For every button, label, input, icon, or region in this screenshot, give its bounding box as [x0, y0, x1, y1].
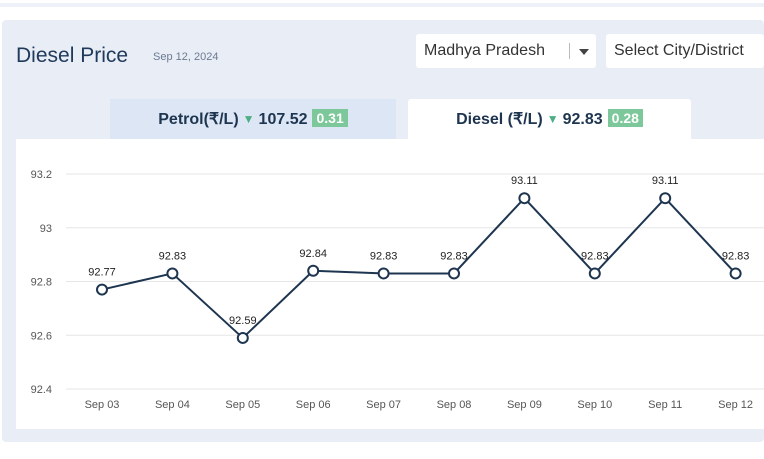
x-tick-label: Sep 10 — [577, 399, 612, 411]
y-tick-label: 93.2 — [31, 169, 52, 181]
page-title: Diesel Price — [16, 44, 129, 67]
x-tick-label: Sep 08 — [437, 399, 472, 411]
data-label: 92.59 — [229, 315, 257, 327]
data-label: 93.11 — [652, 175, 679, 187]
y-tick-label: 92.4 — [31, 384, 52, 396]
x-tick-label: Sep 06 — [296, 399, 331, 411]
x-tick-label: Sep 07 — [366, 399, 401, 411]
tab-petrol-price: 107.52 — [258, 111, 308, 128]
top-band — [0, 0, 764, 7]
data-label: 92.83 — [370, 250, 398, 262]
down-arrow-icon: ▼ — [546, 112, 559, 126]
x-tick-label: Sep 12 — [718, 399, 753, 411]
x-tick-label: Sep 09 — [507, 399, 542, 411]
data-point — [96, 283, 108, 296]
data-point — [448, 267, 460, 280]
state-select-value: Madhya Pradesh — [424, 42, 545, 59]
tab-diesel-change-badge: 0.28 — [607, 109, 643, 127]
price-line-chart: 92.4 92.6 92.8 93 93.2 Sep 03 Sep 04 Sep 05 Sep … — [31, 169, 764, 411]
city-select-value: Select City/District — [614, 42, 744, 59]
series-line — [101, 196, 737, 340]
data-label: 92.83 — [159, 250, 187, 262]
y-tick-label: 92.6 — [31, 330, 52, 342]
select-divider — [569, 43, 570, 59]
y-tick-label: 92.8 — [31, 277, 52, 289]
y-tick-label: 93 — [40, 223, 52, 235]
x-tick-label: Sep 04 — [155, 399, 190, 411]
data-label: 92.84 — [299, 248, 327, 260]
chart-card: 92.4 92.6 92.8 93 93.2 Sep 03 Sep 04 Sep 05 Sep … — [16, 139, 764, 429]
tab-petrol-label: Petrol(₹/L) — [158, 111, 239, 128]
data-point — [518, 192, 531, 205]
data-label: 92.83 — [440, 250, 468, 262]
tab-diesel[interactable]: Diesel (₹/L) ▼ 92.83 0.28 — [408, 99, 691, 139]
tab-diesel-price: 92.83 — [562, 111, 603, 128]
x-tick-label: Sep 03 — [85, 399, 120, 411]
data-point — [659, 192, 672, 205]
x-tick-label: Sep 05 — [225, 399, 260, 411]
data-point — [588, 267, 601, 280]
data-point — [307, 264, 320, 277]
data-point — [729, 267, 742, 280]
state-select[interactable]: Madhya Pradesh — [416, 34, 596, 68]
data-point — [236, 331, 249, 344]
tab-petrol[interactable]: Petrol(₹/L) ▼ 107.52 0.31 — [110, 99, 396, 139]
data-label: 92.83 — [722, 250, 750, 262]
data-label: 92.77 — [88, 267, 116, 279]
city-select[interactable]: Select City/District — [606, 34, 764, 68]
tab-petrol-change-badge: 0.31 — [312, 109, 348, 127]
data-label: 92.83 — [581, 250, 609, 262]
x-tick-label: Sep 11 — [648, 399, 682, 411]
data-label: 93.11 — [511, 175, 538, 187]
data-point — [377, 267, 390, 280]
tab-diesel-label: Diesel (₹/L) — [456, 111, 543, 128]
chevron-down-icon[interactable] — [579, 49, 589, 55]
price-date: Sep 12, 2024 — [153, 51, 219, 63]
data-point — [166, 267, 179, 280]
down-arrow-icon: ▼ — [242, 112, 255, 126]
